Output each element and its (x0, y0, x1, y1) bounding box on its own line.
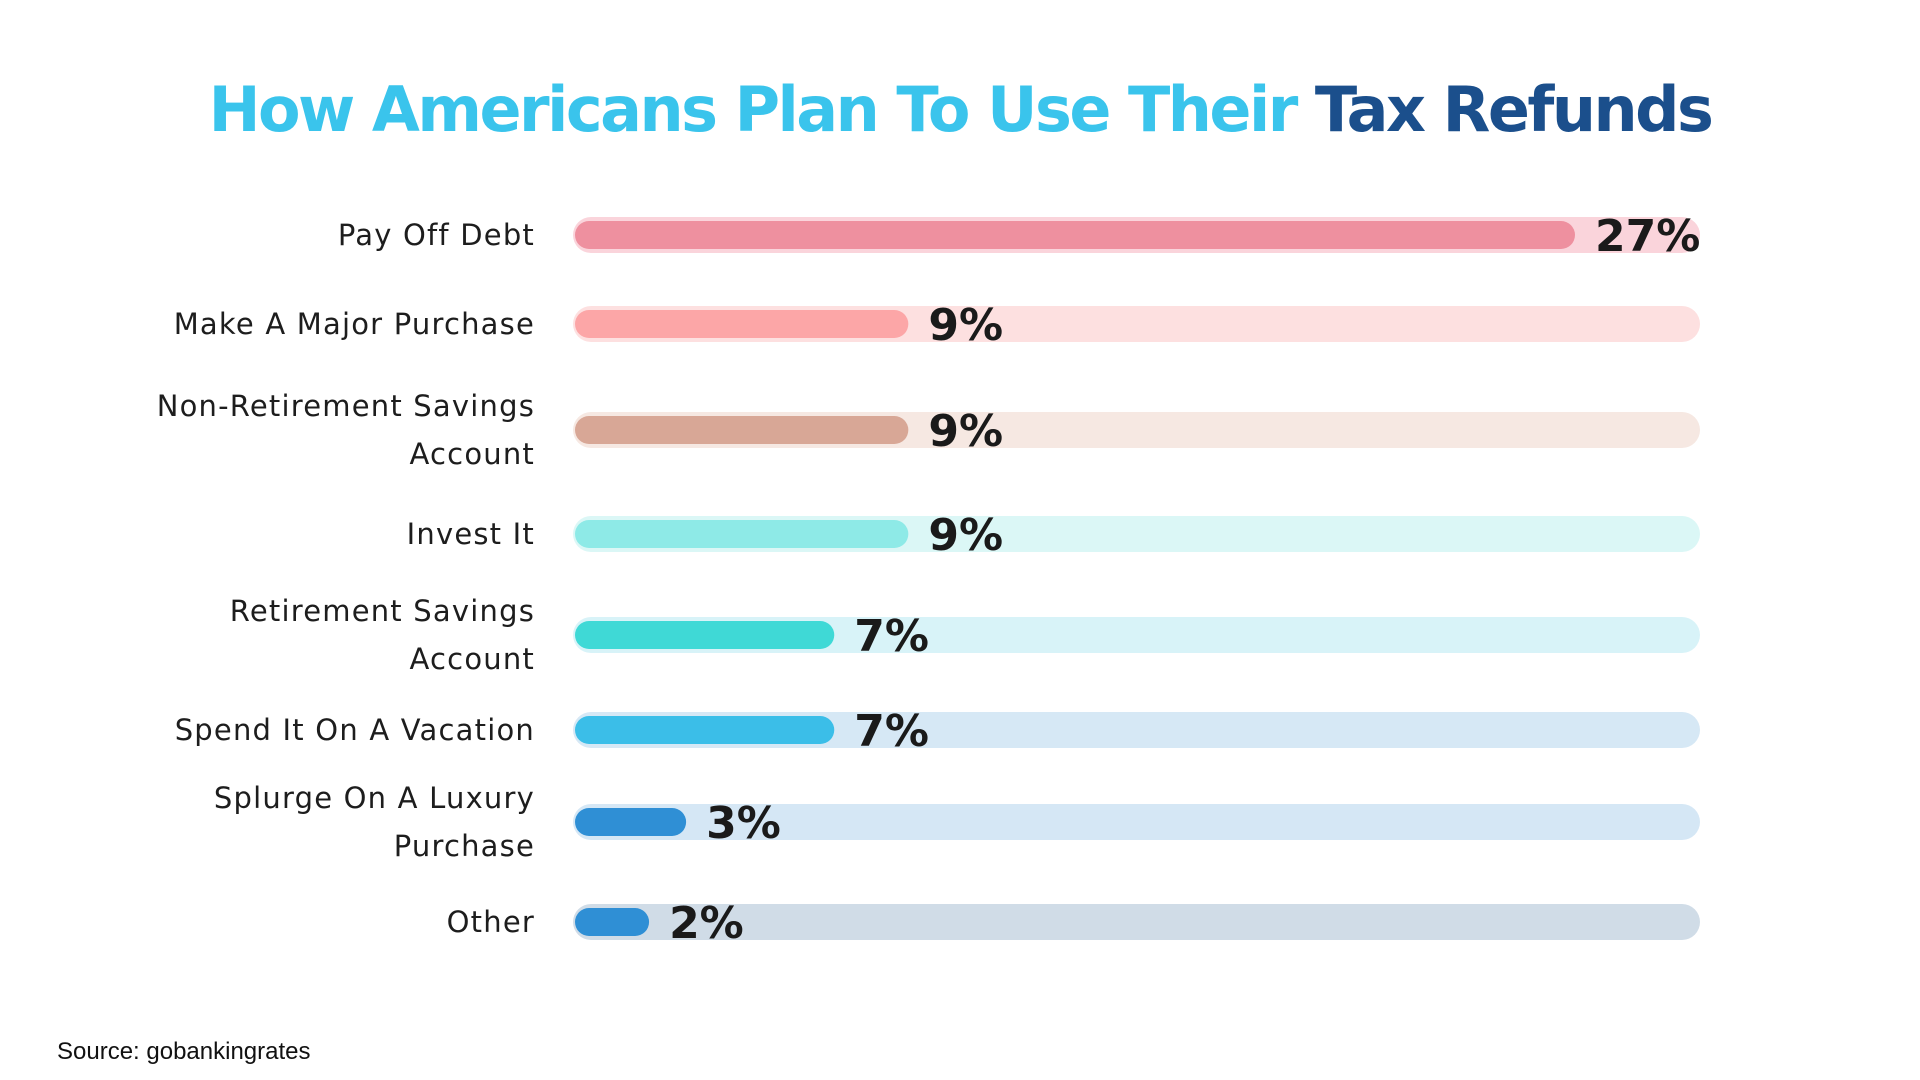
value-label: 9% (928, 510, 1003, 561)
category-label: Make A Major Purchase (174, 307, 535, 341)
bar (575, 716, 835, 744)
bar-row: 3% Splurge On A Luxury Purchase (214, 781, 1700, 863)
bar-track (573, 904, 1700, 940)
bar-row: 7% Retirement Savings Account (230, 594, 1700, 676)
bar-row: 9% Make A Major Purchase (174, 300, 1700, 351)
source-note: Source: gobankingrates (57, 1038, 311, 1065)
bar (575, 621, 835, 649)
value-label: 7% (854, 611, 929, 662)
bar-track (573, 617, 1700, 653)
category-label: Account (410, 437, 536, 471)
bar-track (573, 804, 1700, 840)
category-label: Invest It (407, 517, 535, 551)
bar-row: 7% Spend It On A Vacation (175, 706, 1700, 757)
value-label: 9% (928, 406, 1003, 457)
category-label: Splurge On A Luxury (214, 781, 535, 815)
bar-row: 9% Invest It (407, 510, 1700, 561)
category-label: Account (410, 642, 536, 676)
category-label: Pay Off Debt (338, 218, 535, 252)
value-label: 9% (928, 300, 1003, 351)
bar (575, 908, 650, 936)
bar (575, 310, 909, 338)
title-part-2: Tax Refunds (1314, 73, 1714, 146)
bar (575, 416, 909, 444)
bar (575, 221, 1575, 249)
value-label: 3% (706, 798, 781, 849)
value-label: 27% (1595, 211, 1700, 262)
bar (575, 808, 687, 836)
value-label: 7% (854, 706, 929, 757)
category-label: Other (447, 905, 535, 939)
bar-track (573, 712, 1700, 748)
category-label: Retirement Savings (230, 594, 535, 628)
bar-row: 27% Pay Off Debt (338, 211, 1700, 262)
bar (575, 520, 909, 548)
bar-row: 2% Other (447, 898, 1700, 949)
category-label: Spend It On A Vacation (175, 713, 535, 747)
value-label: 2% (669, 898, 744, 949)
bar-row: 9% Non-Retirement Savings Account (157, 389, 1700, 471)
title-part-1: How Americans Plan To Use Their (208, 73, 1315, 146)
chart-title: How Americans Plan To Use Their Tax Refu… (0, 70, 1920, 150)
category-label: Purchase (394, 829, 535, 863)
category-label: Non-Retirement Savings (157, 389, 535, 423)
